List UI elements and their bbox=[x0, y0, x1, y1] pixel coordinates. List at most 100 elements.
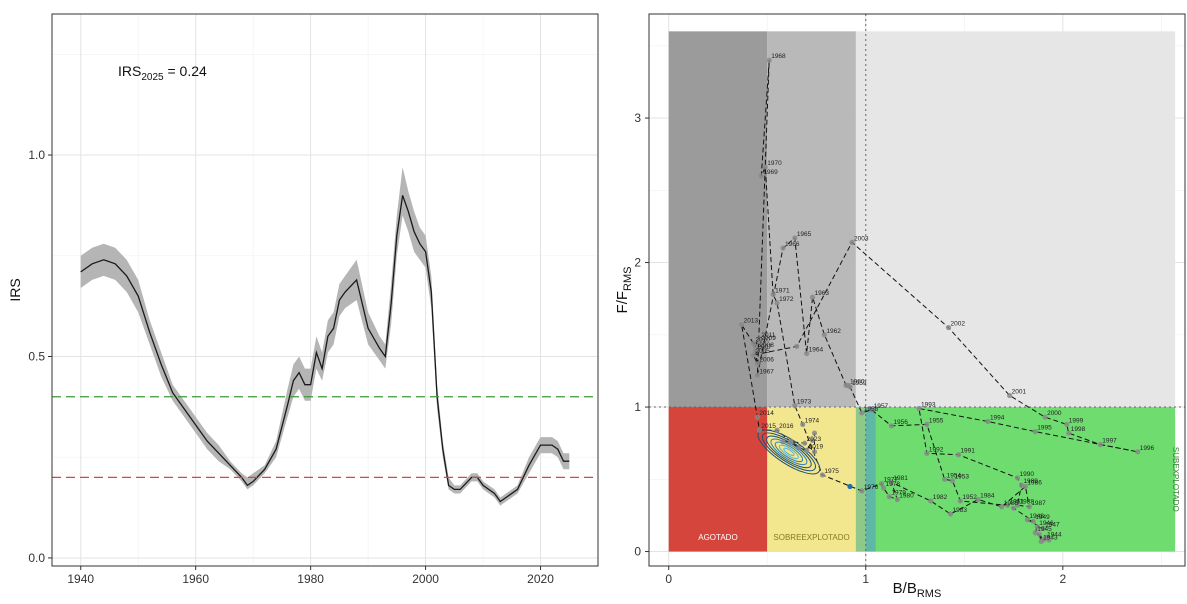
transition-strip-grey bbox=[855, 407, 866, 552]
year-label-1947: 1947 bbox=[1045, 521, 1060, 528]
year-label-2011: 2011 bbox=[761, 332, 775, 339]
year-label-1975: 1975 bbox=[824, 468, 839, 475]
year-label-1986: 1986 bbox=[1027, 480, 1042, 487]
irs-confidence-band bbox=[80, 167, 570, 506]
year-label-1980: 1980 bbox=[899, 493, 914, 500]
y-tick-label: 2 bbox=[634, 256, 641, 270]
zone-label-subexplotado: SUBEXPLOTADO bbox=[1171, 447, 1180, 512]
year-label-1993: 1993 bbox=[921, 401, 936, 408]
y-tick-label: 0 bbox=[634, 545, 641, 559]
point-2023 bbox=[802, 440, 808, 446]
point-1956 bbox=[888, 423, 894, 429]
year-label-2007: 2007 bbox=[757, 344, 772, 351]
point-1972 bbox=[774, 300, 780, 306]
year-label-1957: 1957 bbox=[874, 403, 889, 410]
year-label-2005: 2005 bbox=[755, 348, 770, 355]
year-label-2003: 2003 bbox=[854, 235, 869, 242]
point-1996 bbox=[1135, 449, 1141, 455]
y-axis-title-base: F/F bbox=[614, 291, 631, 314]
point-1950 bbox=[1010, 505, 1017, 511]
current-point-marker bbox=[847, 483, 853, 490]
kobe-panel: AGOTADO SOBREEXPLOTADOSUBEXPLOTADO1943194… bbox=[614, 13, 1186, 600]
year-label-1969: 1969 bbox=[763, 169, 778, 176]
point-1981 bbox=[888, 479, 894, 485]
point-1993 bbox=[916, 405, 922, 412]
point-1990 bbox=[1014, 475, 1021, 481]
point-1976 bbox=[859, 488, 865, 494]
point-1971 bbox=[770, 291, 776, 297]
point-2013 bbox=[739, 322, 745, 328]
point-1985 bbox=[999, 504, 1005, 510]
plot-border bbox=[648, 13, 1186, 567]
year-label-1970: 1970 bbox=[767, 160, 782, 167]
point-1967 bbox=[754, 372, 760, 378]
zone-sobreexplotado bbox=[767, 407, 856, 552]
zone-agotado bbox=[668, 407, 768, 552]
point-1995 bbox=[1032, 429, 1038, 435]
year-label-1972: 1972 bbox=[779, 296, 794, 303]
point-1946 bbox=[1034, 524, 1040, 530]
point-1997 bbox=[1097, 442, 1103, 448]
x-axis-title: B/BRMS bbox=[893, 580, 942, 599]
point-1998 bbox=[1066, 430, 1072, 436]
year-label-1987: 1987 bbox=[1031, 500, 1046, 507]
year-label-1968: 1968 bbox=[771, 53, 786, 60]
point-2022 bbox=[811, 449, 818, 455]
contour-ellipse bbox=[766, 435, 812, 469]
point-2021 bbox=[811, 430, 818, 436]
point-2015 bbox=[756, 427, 762, 433]
point-2004 bbox=[794, 343, 800, 349]
point-1953 bbox=[949, 478, 956, 484]
point-2012 bbox=[752, 343, 759, 349]
irs-panel: 1940 1960 1980 2000 20200.00.51.0IRSIRS2025 … bbox=[7, 13, 599, 586]
point-1980 bbox=[894, 496, 900, 503]
point-1947 bbox=[1040, 525, 1046, 532]
year-label-1964: 1964 bbox=[809, 347, 824, 354]
point-1973 bbox=[792, 403, 798, 409]
point-1968 bbox=[766, 57, 772, 63]
point-1999 bbox=[1064, 421, 1070, 427]
y-tick-label: 1 bbox=[634, 400, 641, 414]
year-label-1974: 1974 bbox=[805, 417, 820, 424]
year-label-1967: 1967 bbox=[759, 368, 774, 375]
point-1983 bbox=[947, 511, 954, 517]
contour-ellipse bbox=[783, 447, 795, 457]
point-1977 bbox=[878, 481, 885, 487]
year-label-1989: 1989 bbox=[1023, 478, 1038, 485]
point-1986 bbox=[1022, 483, 1028, 490]
year-label-1946: 1946 bbox=[1039, 520, 1054, 527]
year-label-1954: 1954 bbox=[947, 472, 962, 479]
irs-line bbox=[80, 195, 570, 503]
year-label-1963: 1963 bbox=[815, 290, 830, 297]
year-label-1953: 1953 bbox=[954, 474, 969, 481]
point-2014 bbox=[754, 414, 760, 420]
year-label-2009: 2009 bbox=[761, 335, 776, 342]
point-1974 bbox=[800, 421, 806, 427]
point-2024 bbox=[788, 439, 794, 445]
irs-2025-annotation: IRS2025 = 0.24 bbox=[118, 63, 207, 83]
year-label-1994: 1994 bbox=[990, 414, 1005, 421]
contour-ellipse bbox=[778, 444, 799, 460]
year-label-1981: 1981 bbox=[893, 475, 908, 482]
year-label-1959: 1959 bbox=[852, 380, 867, 387]
point-2025 bbox=[780, 439, 786, 445]
point-1952 bbox=[957, 498, 963, 504]
transition-strip-teal bbox=[865, 407, 876, 552]
confidence-contours bbox=[757, 429, 821, 475]
year-label-1971: 1971 bbox=[775, 287, 790, 294]
contour-ellipse bbox=[770, 438, 808, 466]
x-tick-label: 2 bbox=[1059, 572, 1066, 586]
y-axis-title: IRS bbox=[7, 278, 23, 301]
year-label-1984: 1984 bbox=[980, 493, 995, 500]
year-label-1952: 1952 bbox=[962, 494, 977, 501]
year-label-1985: 1985 bbox=[1004, 500, 1019, 507]
year-label-1965: 1965 bbox=[797, 231, 812, 238]
point-1964 bbox=[804, 350, 810, 357]
point-1966 bbox=[780, 245, 786, 251]
zone-upper-dark bbox=[668, 31, 768, 408]
year-label-1966: 1966 bbox=[785, 241, 800, 248]
year-label-1991: 1991 bbox=[960, 448, 975, 455]
point-1969 bbox=[758, 173, 764, 179]
